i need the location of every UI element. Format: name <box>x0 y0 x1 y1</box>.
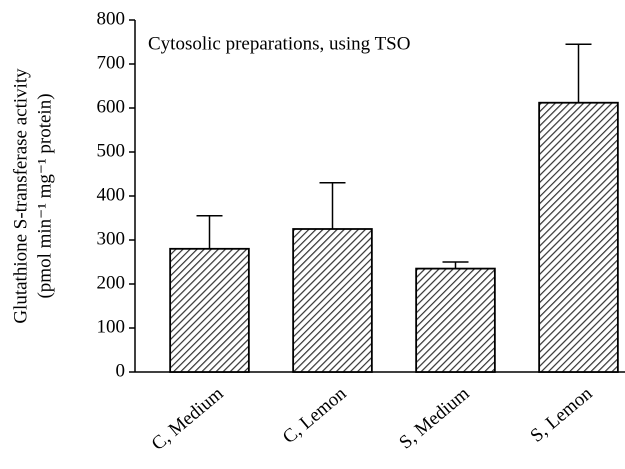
bar <box>292 228 373 373</box>
bar <box>538 101 619 373</box>
x-tick-label: C, Medium <box>148 383 228 455</box>
annotation: Cytosolic preparations, using TSO <box>148 33 410 54</box>
y-tick-label: 0 <box>116 360 126 381</box>
x-tick-label: S, Medium <box>395 383 473 454</box>
error-bar <box>565 43 592 103</box>
x-tick-label: S, Lemon <box>526 383 596 447</box>
error-bar <box>196 215 223 249</box>
y-tick-label: 300 <box>97 228 126 249</box>
bar <box>415 267 496 373</box>
error-bar <box>442 261 469 269</box>
y-tick-label: 400 <box>97 184 126 205</box>
y-tick-label: 200 <box>97 272 126 293</box>
bar <box>169 247 250 373</box>
y-tick-label: 600 <box>97 96 126 117</box>
y-tick-label: 800 <box>97 8 126 29</box>
y-tick-label: 100 <box>97 316 126 337</box>
y-axis-label: (pmol min⁻¹ mg⁻¹ protein) <box>34 93 55 298</box>
y-tick-label: 700 <box>97 52 126 73</box>
y-tick-label: 500 <box>97 140 126 161</box>
y-axis-label: Glutathione S-transferase activity <box>10 68 31 324</box>
x-tick-label: C, Lemon <box>279 383 351 448</box>
error-bar <box>319 182 346 229</box>
